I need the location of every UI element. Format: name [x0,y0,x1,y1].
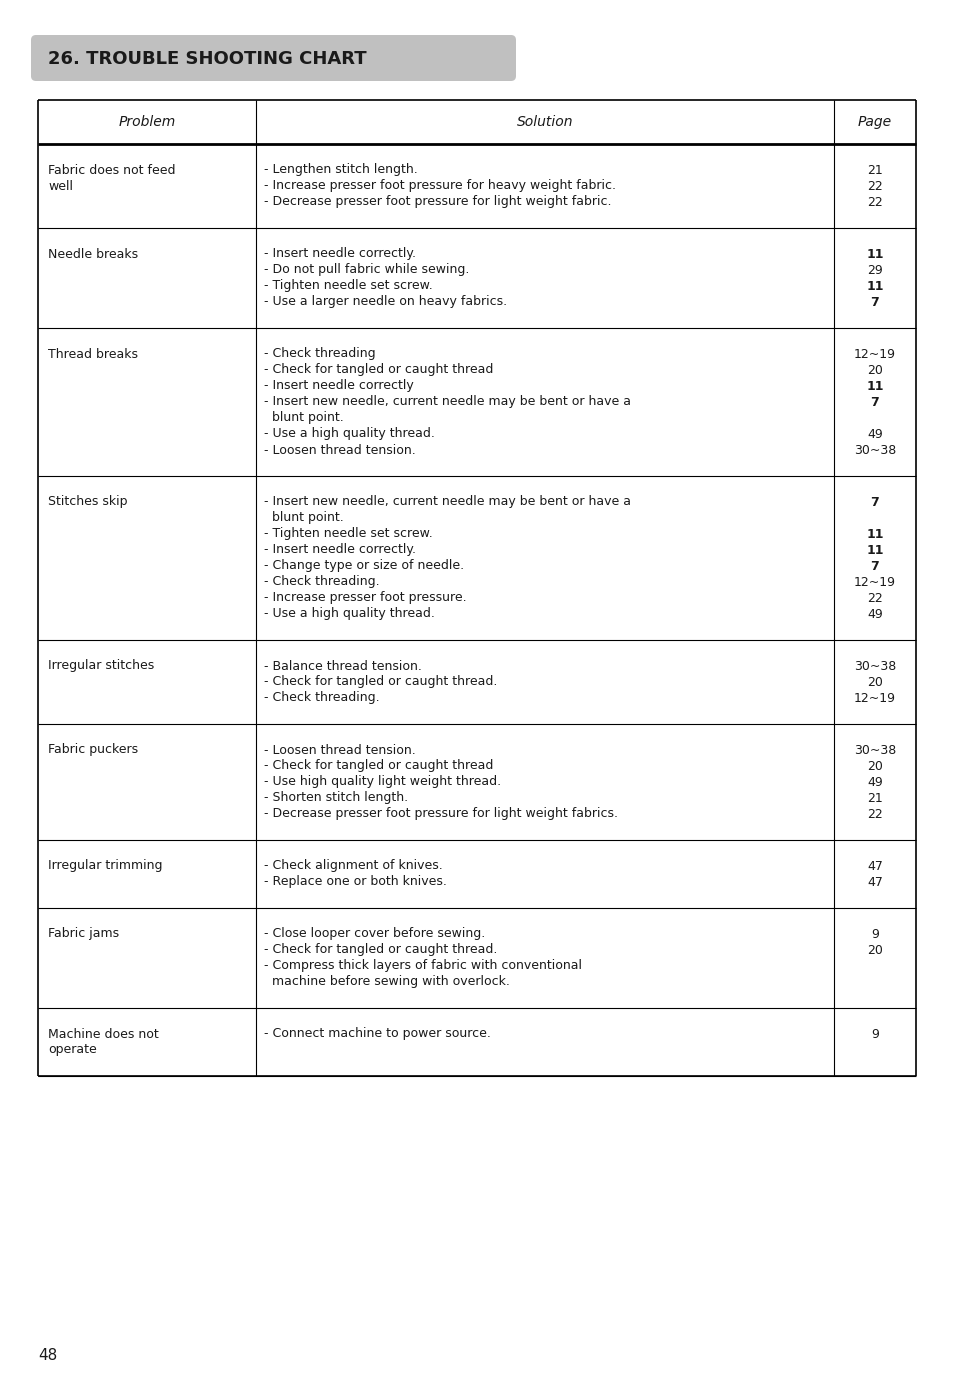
Text: 11: 11 [865,280,882,293]
Text: - Use a high quality thread.: - Use a high quality thread. [264,607,435,621]
Text: 20: 20 [866,363,882,377]
Text: machine before sewing with overlock.: machine before sewing with overlock. [264,976,509,988]
Text: 47: 47 [866,875,882,889]
Text: 49: 49 [866,428,882,440]
Text: 9: 9 [870,1028,878,1041]
Text: - Check for tangled or caught thread: - Check for tangled or caught thread [264,759,493,773]
Text: - Close looper cover before sewing.: - Close looper cover before sewing. [264,927,485,941]
Text: - Check alignment of knives.: - Check alignment of knives. [264,860,442,872]
Text: - Insert needle correctly.: - Insert needle correctly. [264,544,416,556]
Text: operate: operate [48,1043,96,1057]
Text: 49: 49 [866,607,882,621]
Text: 22: 22 [866,196,882,208]
Text: Thread breaks: Thread breaks [48,348,138,360]
Text: 12~19: 12~19 [853,348,895,360]
Text: Page: Page [857,115,891,128]
Text: Stitches skip: Stitches skip [48,495,128,508]
Text: 48: 48 [38,1347,57,1362]
Text: 7: 7 [870,396,879,408]
Text: - Balance thread tension.: - Balance thread tension. [264,660,421,672]
Text: - Increase presser foot pressure for heavy weight fabric.: - Increase presser foot pressure for hea… [264,179,616,192]
Text: - Loosen thread tension.: - Loosen thread tension. [264,443,416,457]
Text: 30~38: 30~38 [853,660,895,672]
Text: - Check for tangled or caught thread: - Check for tangled or caught thread [264,363,493,377]
Text: 7: 7 [870,295,879,309]
Text: - Insert needle correctly.: - Insert needle correctly. [264,247,416,261]
Text: - Tighten needle set screw.: - Tighten needle set screw. [264,527,433,541]
Text: - Loosen thread tension.: - Loosen thread tension. [264,744,416,756]
Text: 22: 22 [866,807,882,821]
Text: Solution: Solution [517,115,573,128]
Text: - Check threading.: - Check threading. [264,575,379,588]
Text: 11: 11 [865,380,882,392]
Text: - Compress thick layers of fabric with conventional: - Compress thick layers of fabric with c… [264,959,581,973]
Text: 26. TROUBLE SHOOTING CHART: 26. TROUBLE SHOOTING CHART [48,50,366,68]
Text: 20: 20 [866,759,882,773]
Text: 21: 21 [866,792,882,805]
Text: - Change type or size of needle.: - Change type or size of needle. [264,559,464,573]
Text: blunt point.: blunt point. [264,512,343,524]
FancyBboxPatch shape [30,34,516,81]
Text: 9: 9 [870,927,878,941]
Text: 22: 22 [866,592,882,604]
Text: - Decrease presser foot pressure for light weight fabrics.: - Decrease presser foot pressure for lig… [264,807,618,821]
Text: 22: 22 [866,179,882,192]
Text: 12~19: 12~19 [853,691,895,705]
Text: 11: 11 [865,544,882,556]
Text: Fabric does not feed: Fabric does not feed [48,163,175,177]
Text: Problem: Problem [118,115,175,128]
Text: well: well [48,179,73,192]
Text: blunt point.: blunt point. [264,411,343,425]
Text: 49: 49 [866,776,882,788]
Text: - Decrease presser foot pressure for light weight fabric.: - Decrease presser foot pressure for lig… [264,196,611,208]
Text: - Use a larger needle on heavy fabrics.: - Use a larger needle on heavy fabrics. [264,295,507,309]
Text: - Do not pull fabric while sewing.: - Do not pull fabric while sewing. [264,264,469,276]
Text: Machine does not: Machine does not [48,1028,158,1041]
Text: 12~19: 12~19 [853,575,895,588]
Text: Fabric jams: Fabric jams [48,927,119,941]
Text: - Check threading: - Check threading [264,348,375,360]
Text: - Connect machine to power source.: - Connect machine to power source. [264,1028,491,1041]
Text: 30~38: 30~38 [853,443,895,457]
Text: 21: 21 [866,163,882,177]
Text: Needle breaks: Needle breaks [48,247,138,261]
Text: - Check threading.: - Check threading. [264,691,379,705]
Text: 20: 20 [866,675,882,689]
Text: 7: 7 [870,559,879,573]
Text: Fabric puckers: Fabric puckers [48,744,138,756]
Text: - Increase presser foot pressure.: - Increase presser foot pressure. [264,592,466,604]
Text: Irregular trimming: Irregular trimming [48,860,162,872]
Text: 29: 29 [866,264,882,276]
Text: 30~38: 30~38 [853,744,895,756]
Text: - Insert needle correctly: - Insert needle correctly [264,380,414,392]
Text: - Use a high quality thread.: - Use a high quality thread. [264,428,435,440]
Text: - Lengthen stitch length.: - Lengthen stitch length. [264,163,417,177]
Text: - Check for tangled or caught thread.: - Check for tangled or caught thread. [264,675,497,689]
Text: Irregular stitches: Irregular stitches [48,660,154,672]
Text: 7: 7 [870,495,879,508]
Text: - Insert new needle, current needle may be bent or have a: - Insert new needle, current needle may … [264,495,630,508]
Text: - Replace one or both knives.: - Replace one or both knives. [264,875,446,889]
Text: 11: 11 [865,527,882,541]
Text: - Shorten stitch length.: - Shorten stitch length. [264,792,408,805]
Text: - Insert new needle, current needle may be bent or have a: - Insert new needle, current needle may … [264,396,630,408]
Text: 11: 11 [865,247,882,261]
Text: - Use high quality light weight thread.: - Use high quality light weight thread. [264,776,500,788]
Text: 47: 47 [866,860,882,872]
Text: - Tighten needle set screw.: - Tighten needle set screw. [264,280,433,293]
Text: 20: 20 [866,944,882,956]
Text: - Check for tangled or caught thread.: - Check for tangled or caught thread. [264,944,497,956]
